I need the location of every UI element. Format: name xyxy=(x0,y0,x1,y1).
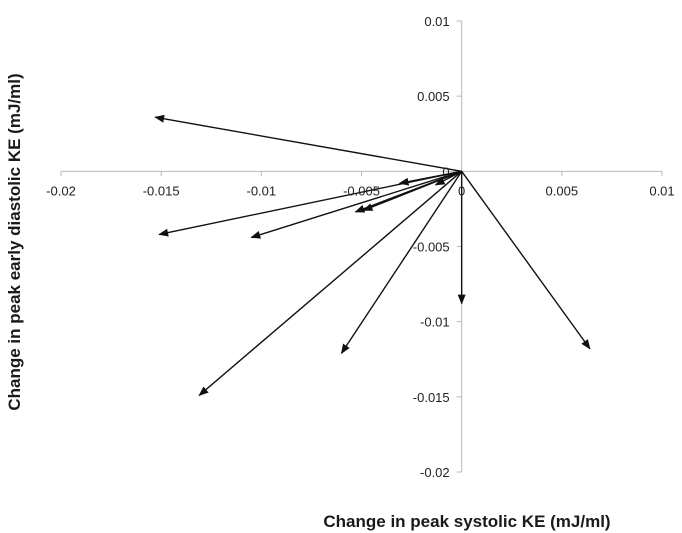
x-tick-label: 0.01 xyxy=(649,183,674,198)
y-axis-title: Change in peak early diastolic KE (mJ/ml… xyxy=(5,73,24,410)
vector-arrow xyxy=(434,170,462,186)
vector-arrow xyxy=(340,170,463,355)
vector-arrow xyxy=(398,170,462,186)
x-axis-title: Change in peak systolic KE (mJ/ml) xyxy=(323,512,610,531)
vector-arrow xyxy=(198,170,463,396)
x-tick-label: 0.005 xyxy=(546,183,579,198)
tick-labels: -0.02 -0.015 -0.01 -0.005 0 0.005 0.01 0.01 0.00… xyxy=(46,14,674,480)
x-tick-label: -0.01 xyxy=(247,183,277,198)
y-tick-label: -0.01 xyxy=(420,315,450,330)
x-tick-label: -0.02 xyxy=(46,183,76,198)
vectors xyxy=(154,114,591,396)
vector-arrow xyxy=(154,114,462,173)
y-tick-label: -0.015 xyxy=(413,390,450,405)
y-tick-label: -0.005 xyxy=(413,240,450,255)
y-tick-label: 0.01 xyxy=(424,14,449,29)
x-tick-label: 0 xyxy=(458,183,465,198)
x-tick-label: -0.005 xyxy=(343,183,380,198)
vector-arrow xyxy=(461,170,591,350)
y-tick-label: 0 xyxy=(442,164,449,179)
x-tick-label: -0.015 xyxy=(143,183,180,198)
vector-arrow xyxy=(250,170,462,239)
axes xyxy=(60,20,663,473)
y-tick-label: -0.02 xyxy=(420,465,450,480)
y-tick-label: 0.005 xyxy=(417,89,450,104)
vector-arrow xyxy=(158,170,462,237)
